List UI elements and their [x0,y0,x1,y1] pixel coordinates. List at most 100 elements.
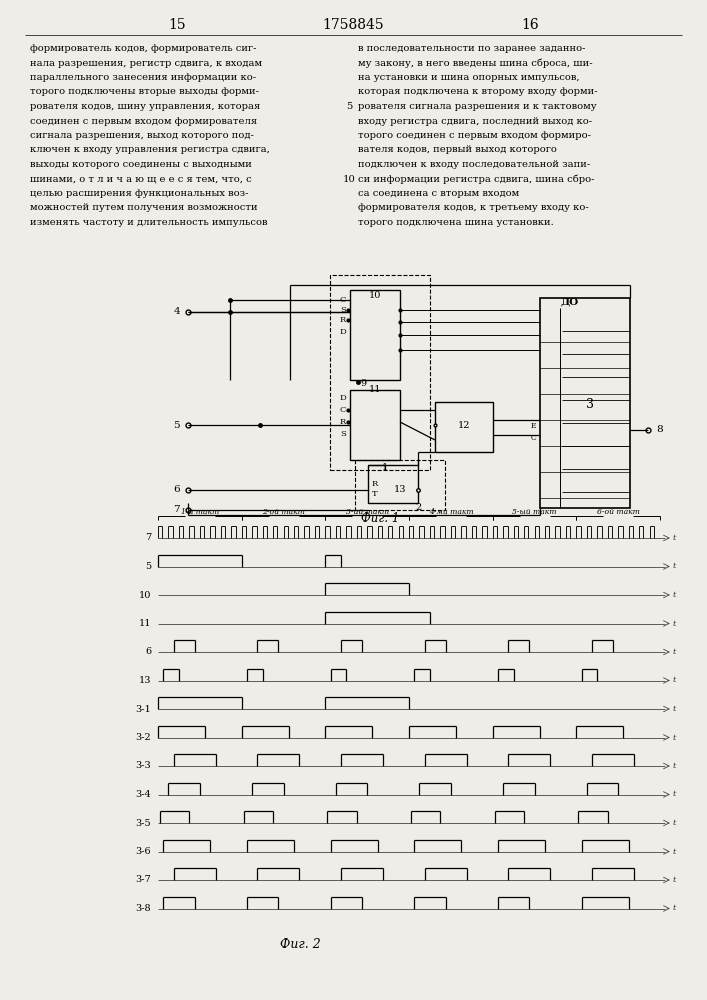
Text: t: t [672,534,676,542]
Text: целью расширения функциональных воз-: целью расширения функциональных воз- [30,189,248,198]
Text: 6: 6 [173,486,180,494]
Bar [350,290,400,380]
Text: формирователя кодов, к третьему входу ко-: формирователя кодов, к третьему входу ко… [358,204,589,213]
Text: шинами, о т л и ч а ю щ е е с я тем, что, с: шинами, о т л и ч а ю щ е е с я тем, что… [30,174,252,184]
Text: на установки и шина опорных импульсов,: на установки и шина опорных импульсов, [358,73,580,82]
Text: t: t [672,619,676,628]
Text: 3-5: 3-5 [135,818,151,828]
Text: t: t [672,562,676,570]
Text: 11: 11 [139,619,151,628]
Text: формирователь кодов, формирователь сиг-: формирователь кодов, формирователь сиг- [30,44,257,53]
Text: 3-ий такт: 3-ий такт [346,508,389,516]
Text: Фиг. 2: Фиг. 2 [280,938,320,952]
Text: входу регистра сдвига, последний выход ко-: входу регистра сдвига, последний выход к… [358,116,592,125]
Text: C: C [339,296,346,304]
Text: 3-6: 3-6 [135,847,151,856]
Text: рователя сигнала разрешения и к тактовому: рователя сигнала разрешения и к тактовом… [358,102,597,111]
Text: соединен с первым входом формирователя: соединен с первым входом формирователя [30,116,257,125]
Text: 4-мй такт: 4-мй такт [428,508,473,516]
Text: торого подключены вторые выходы форми-: торого подключены вторые выходы форми- [30,88,259,97]
Bar [355,460,445,510]
Text: в последовательности по заранее заданно-: в последовательности по заранее заданно- [358,44,585,53]
Bar [435,402,493,452]
Text: ДО: ДО [561,298,579,306]
Text: 11: 11 [369,385,381,394]
Text: C: C [530,434,536,442]
Text: R: R [340,316,346,324]
Bar [350,390,400,460]
Text: 5: 5 [346,102,352,111]
Text: S: S [340,430,346,438]
Text: 3-1: 3-1 [135,704,151,714]
Text: выходы которого соединены с выходными: выходы которого соединены с выходными [30,160,252,169]
Text: 2-ой такт: 2-ой такт [262,508,305,516]
Text: 3-2: 3-2 [135,733,151,742]
Text: рователя кодов, шину управления, которая: рователя кодов, шину управления, которая [30,102,260,111]
Text: C: C [339,406,346,414]
Text: t: t [672,876,676,884]
Text: 6: 6 [145,648,151,656]
Text: 3-4: 3-4 [135,790,151,799]
Text: са соединена с вторым входом: са соединена с вторым входом [358,189,519,198]
Text: t: t [672,762,676,770]
Text: 5: 5 [173,420,180,430]
Text: 4: 4 [173,308,180,316]
Text: t: t [672,734,676,742]
Bar [368,465,418,503]
Text: t: t [672,705,676,713]
Text: 3-8: 3-8 [135,904,151,913]
Text: T: T [372,490,378,498]
Text: подключен к входу последовательной запи-: подключен к входу последовательной запи- [358,160,590,169]
Text: t: t [672,848,676,856]
Text: которая подключена к второму входу форми-: которая подключена к второму входу форми… [358,88,597,97]
Text: t: t [672,819,676,827]
Text: 3-3: 3-3 [135,762,151,770]
Text: 16: 16 [521,18,539,32]
Text: 1: 1 [382,464,388,473]
Text: S: S [340,306,346,314]
Text: 5: 5 [145,562,151,571]
Text: 13: 13 [394,486,407,494]
Text: t: t [672,790,676,798]
Bar [540,298,630,508]
Text: 12: 12 [457,420,470,430]
Text: t: t [672,904,676,912]
Text: 5-ый такт: 5-ый такт [513,508,556,516]
Text: t: t [672,591,676,599]
Text: Фиг. 1: Фиг. 1 [361,512,399,524]
Text: 7: 7 [145,534,151,542]
Text: R: R [340,418,346,426]
Text: D: D [339,394,346,402]
Text: параллельного занесения информации ко-: параллельного занесения информации ко- [30,73,256,82]
Text: изменять частоту и длительность импульсов: изменять частоту и длительность импульсо… [30,218,267,227]
Text: t: t [672,676,676,684]
Text: 9: 9 [360,378,366,387]
Text: 10: 10 [369,290,381,300]
Text: 3: 3 [586,398,594,412]
Text: D: D [339,328,346,336]
Bar [330,275,430,470]
Text: си информации регистра сдвига, шина сбро-: си информации регистра сдвига, шина сбро… [358,174,595,184]
Text: сигнала разрешения, выход которого под-: сигнала разрешения, выход которого под- [30,131,254,140]
Text: 7: 7 [173,506,180,514]
Text: 10: 10 [139,590,151,599]
Text: торого соединен с первым входом формиро-: торого соединен с первым входом формиро- [358,131,591,140]
Text: 15: 15 [168,18,186,32]
Text: t: t [672,648,676,656]
Text: вателя кодов, первый выход которого: вателя кодов, первый выход которого [358,145,557,154]
Text: можностей путем получения возможности: можностей путем получения возможности [30,204,257,213]
Text: торого подключена шина установки.: торого подключена шина установки. [358,218,554,227]
Text: 10: 10 [343,174,356,184]
Text: 8: 8 [656,426,662,434]
Text: нала разрешения, регистр сдвига, к входам: нала разрешения, регистр сдвига, к входа… [30,58,262,68]
Text: R: R [372,480,378,488]
Text: E: E [530,422,536,430]
Text: 3-7: 3-7 [135,876,151,884]
Text: 1758845: 1758845 [322,18,384,32]
Text: 1-й такт: 1-й такт [181,508,219,516]
Text: 13: 13 [139,676,151,685]
Text: 6-ой такт: 6-ой такт [597,508,640,516]
Text: му закону, в него введены шина сброса, ши-: му закону, в него введены шина сброса, ш… [358,58,592,68]
Text: 2: 2 [415,504,421,512]
Text: ключен к входу управления регистра сдвига,: ключен к входу управления регистра сдвиг… [30,145,270,154]
